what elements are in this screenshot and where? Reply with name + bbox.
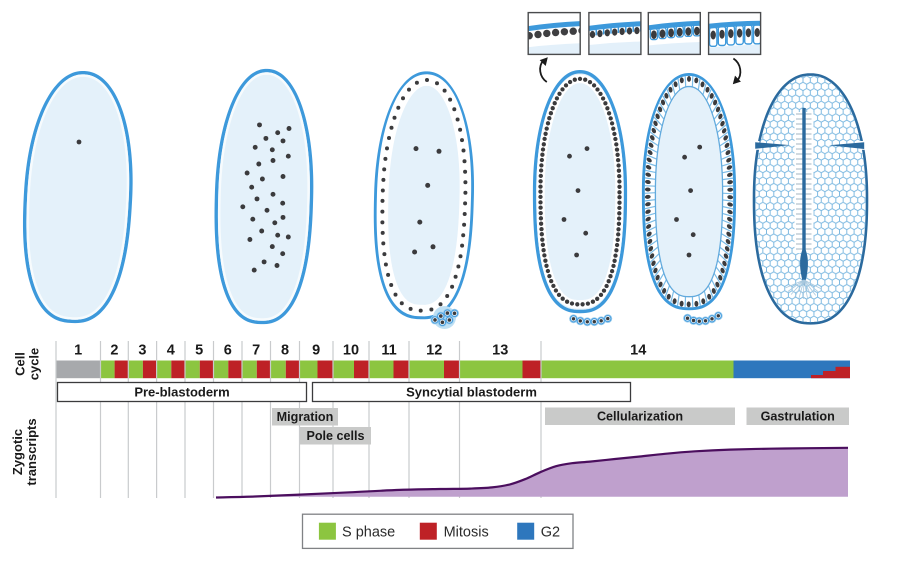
- svg-text:Pre-blastoderm: Pre-blastoderm: [134, 385, 229, 400]
- svg-text:10: 10: [343, 343, 359, 359]
- svg-text:14: 14: [630, 343, 646, 359]
- svg-text:3: 3: [138, 343, 146, 359]
- svg-text:Cellcycle: Cellcycle: [13, 348, 42, 381]
- svg-text:4: 4: [167, 343, 175, 359]
- svg-text:Pole cells: Pole cells: [306, 429, 364, 443]
- svg-text:9: 9: [312, 343, 320, 359]
- svg-text:Gastrulation: Gastrulation: [761, 410, 835, 424]
- svg-text:1: 1: [74, 343, 82, 359]
- svg-text:7: 7: [252, 343, 260, 359]
- svg-text:8: 8: [281, 343, 289, 359]
- svg-text:Mitosis: Mitosis: [444, 525, 489, 541]
- svg-text:6: 6: [224, 343, 232, 359]
- svg-text:11: 11: [381, 343, 396, 359]
- svg-text:5: 5: [195, 343, 203, 359]
- svg-text:G2: G2: [541, 525, 560, 541]
- svg-text:Zygotictranscripts: Zygotictranscripts: [10, 418, 39, 485]
- svg-text:12: 12: [426, 343, 442, 359]
- svg-text:Migration: Migration: [277, 410, 334, 424]
- svg-text:Syncytial blastoderm: Syncytial blastoderm: [406, 385, 537, 400]
- svg-text:13: 13: [492, 343, 508, 359]
- svg-text:2: 2: [110, 343, 118, 359]
- svg-text:S phase: S phase: [342, 525, 395, 541]
- svg-text:Cellularization: Cellularization: [597, 410, 683, 424]
